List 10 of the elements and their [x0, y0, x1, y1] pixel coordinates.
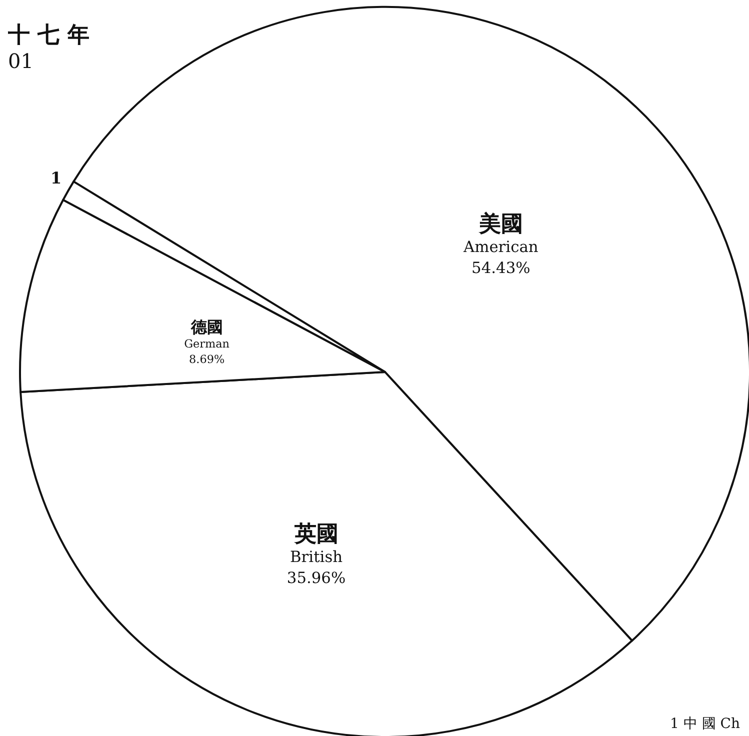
data-label: 54.43% [472, 258, 530, 277]
text: 十 七 年 [7, 22, 90, 48]
text: 1 中 國 Ch [670, 716, 740, 732]
slice-label: 1 [50, 168, 62, 188]
text: 01 [8, 49, 34, 73]
data-label: 8.69% [189, 352, 225, 366]
slice-label: 德國 German [184, 318, 230, 351]
slice-label: 美國 American [462, 211, 538, 256]
slice-label: 英國 British [290, 521, 343, 566]
data-label: 35.96% [286, 568, 346, 587]
